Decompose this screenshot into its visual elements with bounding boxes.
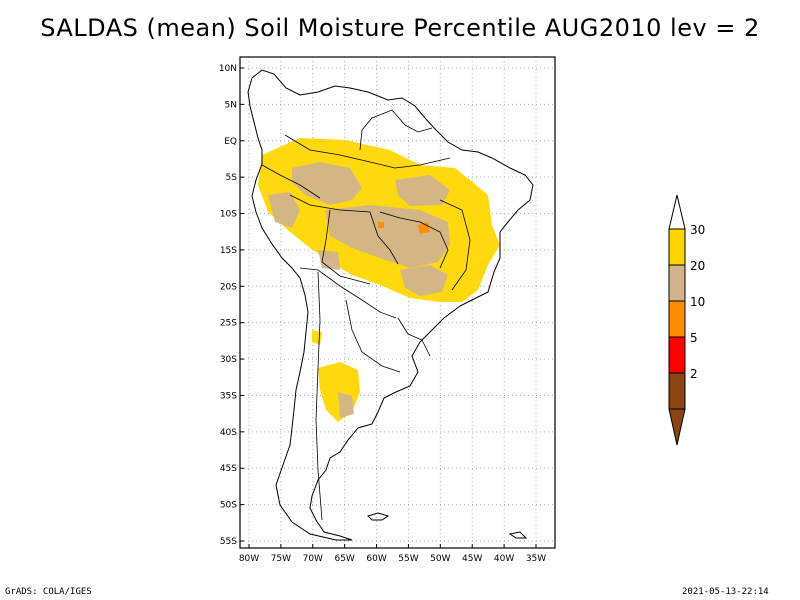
legend-swatch-2: [668, 372, 686, 410]
country-border: [284, 134, 451, 169]
legend-label-10: 10: [690, 295, 705, 309]
moisture-region-tan: [268, 192, 300, 228]
legend-label-5: 5: [690, 331, 698, 345]
color-legend: 30 20 10 5 2: [668, 194, 705, 446]
lat-tick-label: 35S: [220, 391, 237, 401]
legend-underflow-arrow: [668, 408, 686, 446]
soil-moisture-field: [258, 138, 500, 422]
legend-label-2: 2: [690, 367, 698, 381]
lon-tick-label: 65W: [334, 554, 354, 564]
lat-tick-label: 15S: [220, 246, 237, 256]
lat-tick-label: 20S: [220, 282, 237, 292]
moisture-region-orange: [418, 222, 430, 234]
lon-tick-label: 40W: [494, 554, 514, 564]
longitude-labels: 80W 75W 70W 65W 60W 55W 50W 45W 40W 35W: [239, 554, 546, 564]
country-border: [289, 194, 399, 265]
moisture-region-tan: [400, 265, 448, 296]
graticule: [240, 57, 555, 548]
lon-tick-label: 70W: [303, 554, 323, 564]
lon-tick-label: 45W: [462, 554, 482, 564]
lon-tick-label: 80W: [239, 554, 259, 564]
country-border: [397, 317, 431, 357]
country-border: [391, 109, 433, 133]
legend-overflow-arrow: [668, 194, 686, 230]
moisture-region-orange: [378, 222, 384, 228]
map-frame: [239, 56, 556, 549]
lat-tick-label: 45S: [220, 464, 237, 474]
country-border: [379, 211, 449, 269]
software-credit: GrADS: COLA/IGES: [5, 587, 92, 597]
lat-tick-label: 5N: [225, 100, 237, 110]
lon-tick-label: 50W: [430, 554, 450, 564]
moisture-region-tan: [338, 392, 354, 418]
lat-tick-label: 10S: [220, 210, 237, 220]
legend-swatch-10: [668, 300, 686, 338]
map-title: SALDAS (mean) Soil Moisture Percentile A…: [40, 14, 760, 42]
moisture-region-tan: [292, 162, 362, 205]
moisture-region-tan: [395, 175, 450, 206]
lat-tick-label: 30S: [220, 355, 237, 365]
lat-tick-label: 40S: [220, 428, 237, 438]
legend-swatch-20: [668, 264, 686, 302]
lat-tick-label: 55S: [220, 537, 237, 547]
legend-swatch-30: [668, 228, 686, 266]
legend-label-30: 30: [690, 223, 705, 237]
lon-tick-label: 35W: [526, 554, 546, 564]
lon-tick-label: 60W: [366, 554, 386, 564]
lat-tick-label: EQ: [224, 137, 237, 147]
continent-outline: [247, 69, 534, 541]
country-border: [299, 267, 397, 319]
latitude-labels: 10N 5N EQ 5S 10S 15S 20S 25S 30S 35S 40S 45S 50S 55S: [219, 64, 237, 547]
falkland-islands: [367, 512, 390, 521]
lat-tick-label: 25S: [220, 319, 237, 329]
country-border: [261, 164, 321, 199]
lon-tick-label: 75W: [271, 554, 291, 564]
continent-coastline: [247, 69, 534, 541]
country-border: [359, 109, 393, 151]
country-border: [315, 271, 323, 521]
lat-tick-label: 10N: [219, 64, 237, 74]
country-border: [321, 209, 371, 285]
plot-frame: [239, 56, 556, 549]
timestamp: 2021-05-13-22:14: [682, 587, 769, 597]
moisture-region-gold: [312, 330, 322, 345]
country-border: [345, 299, 401, 373]
legend-label-20: 20: [690, 259, 705, 273]
lat-tick-label: 50S: [220, 501, 237, 511]
south-georgia-island: [508, 531, 528, 539]
lon-tick-label: 55W: [398, 554, 418, 564]
moisture-region-tan: [325, 205, 450, 268]
legend-swatch-5: [668, 336, 686, 374]
lat-tick-label: 5S: [226, 173, 238, 183]
country-border: [439, 199, 471, 291]
